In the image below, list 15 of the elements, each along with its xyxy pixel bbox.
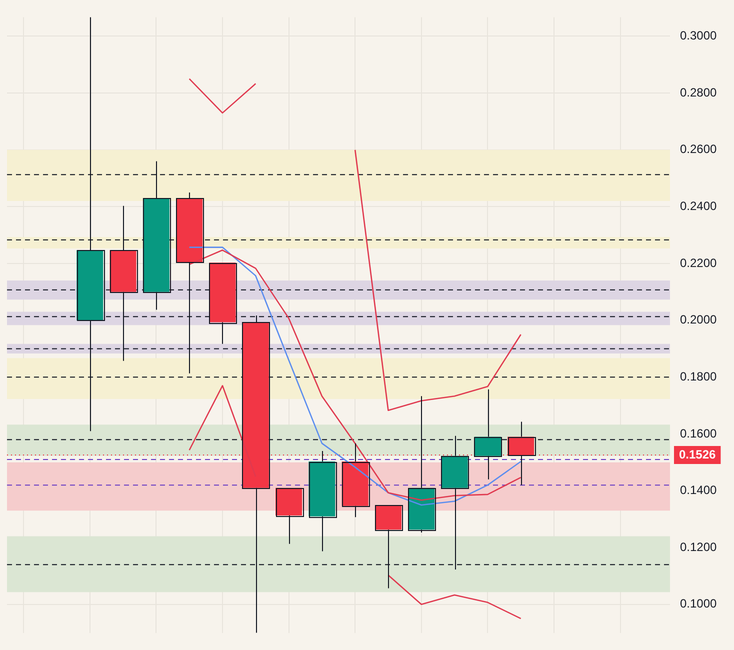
y-tick-label: 0.3000 bbox=[680, 28, 718, 43]
y-tick-label: 0.1800 bbox=[680, 369, 718, 384]
y-tick-label: 0.2000 bbox=[680, 312, 718, 327]
candlestick bbox=[308, 450, 337, 552]
candlestick bbox=[342, 442, 370, 518]
y-tick-label: 0.1200 bbox=[680, 540, 718, 554]
y-tick-label: 0.2600 bbox=[680, 142, 718, 156]
ref-line-label: 0.1526 bbox=[679, 447, 716, 462]
y-tick-label: 0.2200 bbox=[680, 256, 718, 270]
y-tick-label: 0.2800 bbox=[680, 85, 718, 100]
y-tick-label: 0.1600 bbox=[680, 426, 718, 440]
y-tick-label: 0.1000 bbox=[680, 596, 718, 611]
candlestick bbox=[276, 488, 304, 544]
y-tick-label: 0.1400 bbox=[680, 483, 718, 498]
y-tick-label: 0.2400 bbox=[680, 198, 718, 213]
